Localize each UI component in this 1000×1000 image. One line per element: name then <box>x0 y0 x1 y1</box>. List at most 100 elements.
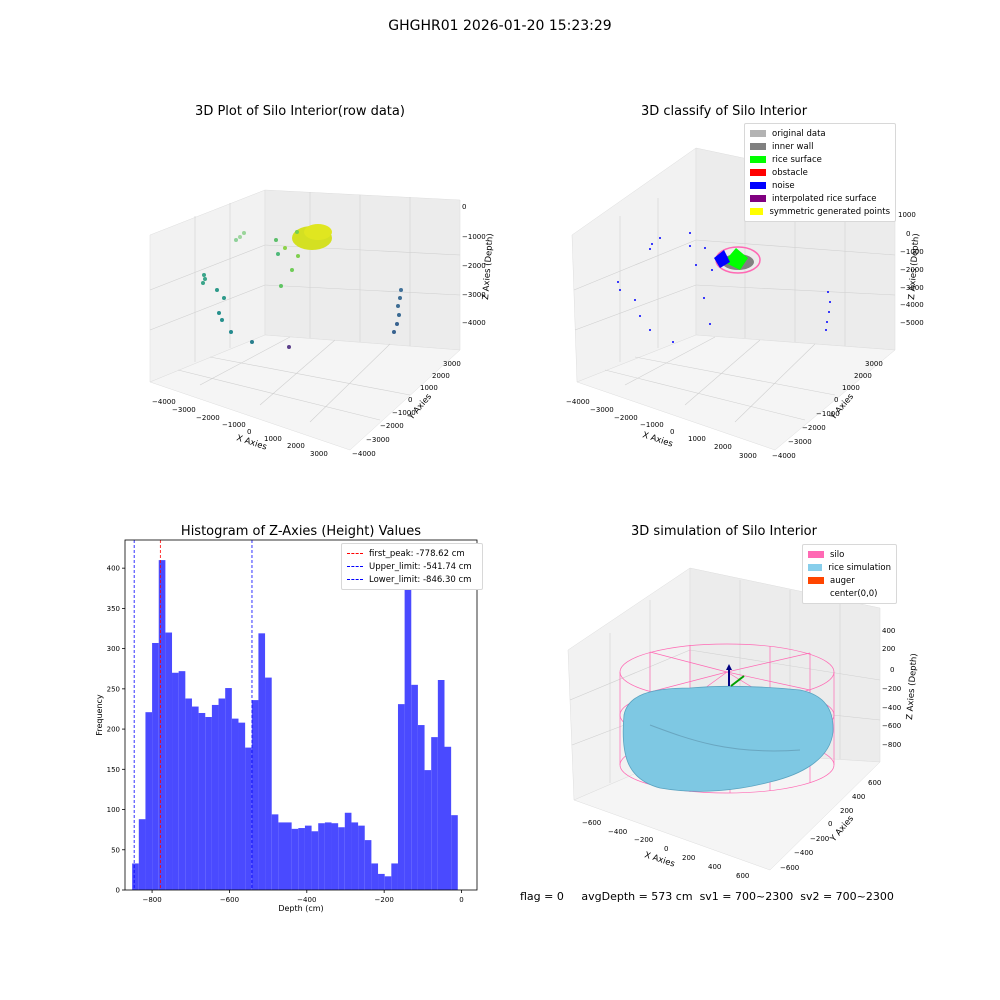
legend-item: Lower_limit: -846.30 cm <box>347 573 477 586</box>
legend-swatch <box>750 195 766 202</box>
histogram-xtick-label: −600 <box>220 896 239 904</box>
raw-ytick: 3000 <box>443 360 461 368</box>
histogram-ytick-label: 400 <box>107 565 120 573</box>
histogram-bar <box>225 688 232 890</box>
classify-ztick: −4000 <box>900 301 924 309</box>
histogram-bar <box>311 831 319 890</box>
legend-line <box>347 566 363 567</box>
histogram-bar <box>417 725 425 890</box>
raw-3d-plot: 0 −1000 −2000 −3000 −4000 −4000 −3000 −2… <box>149 189 496 458</box>
histogram-xticks: −800 −600 −400 −200 0 <box>142 890 464 904</box>
histogram-ytick-label: 300 <box>107 645 120 653</box>
histogram-bar <box>384 876 392 890</box>
histogram-bar <box>245 747 252 890</box>
simulation-3d-plot: 400 200 0 −200 −400 −600 −800 −600 −400 … <box>567 567 920 880</box>
classify-ytick: −2000 <box>802 424 826 432</box>
simulation-ytick: −400 <box>794 849 813 857</box>
legend-item: original data <box>750 127 890 140</box>
simulation-ztick: 400 <box>882 627 895 635</box>
raw-ytick: −4000 <box>352 450 376 458</box>
histogram-bar <box>178 671 186 890</box>
legend-swatch <box>750 182 766 189</box>
simulation-xlabel: X Axies <box>643 850 676 869</box>
classify-ytick: 1000 <box>842 384 860 392</box>
histogram-legend: first_peak: -778.62 cm Upper_limit: -541… <box>341 543 483 590</box>
classify-ztick: −1000 <box>900 248 924 256</box>
histogram-bar <box>318 823 325 890</box>
histogram-ytick-label: 50 <box>111 846 120 854</box>
histogram-bar <box>251 700 259 890</box>
histogram-bar <box>444 746 452 890</box>
raw-ztick: −4000 <box>462 319 486 327</box>
histogram-bar <box>211 704 219 890</box>
histogram-bar <box>191 706 199 890</box>
simulation-xtick: 200 <box>682 854 695 862</box>
classify-ztick: 1000 <box>898 211 916 219</box>
classify-ztick: −5000 <box>900 319 924 327</box>
histogram-bar <box>397 704 405 890</box>
raw-xtick: −4000 <box>152 398 176 406</box>
classify-zlabel: Z Axies (Depth) <box>907 233 922 300</box>
legend-item: silo <box>808 548 891 561</box>
raw-xtick: 3000 <box>310 450 328 458</box>
histogram-bar <box>158 560 166 890</box>
legend-item: rice surface <box>750 153 890 166</box>
classify-ytick: 0 <box>834 396 838 404</box>
simulation-ytick: 0 <box>828 820 832 828</box>
histogram-bar <box>145 712 153 890</box>
histogram-bar <box>378 873 385 890</box>
simulation-ztick: 200 <box>882 645 895 653</box>
classify-ytick: 2000 <box>854 372 872 380</box>
classify-legend: original data inner wall rice surface ob… <box>744 123 896 222</box>
histogram-bar <box>165 632 173 890</box>
simulation-xtick: 400 <box>708 863 721 871</box>
histogram-bar <box>451 815 458 890</box>
histogram-bar <box>324 822 332 890</box>
raw-ztick: 0 <box>462 203 466 211</box>
legend-swatch <box>750 169 766 176</box>
simulation-ztick: −800 <box>882 741 901 749</box>
raw-xtick: 0 <box>247 428 251 436</box>
histogram-bar <box>198 712 206 890</box>
simulation-ylabel: Y Axies <box>828 814 856 845</box>
histogram-ytick-label: 200 <box>107 726 120 734</box>
histogram-bar <box>424 770 432 890</box>
legend-line <box>347 553 363 554</box>
simulation-ytick: −600 <box>780 864 799 872</box>
simulation-legend: silo rice simulation auger center(0,0) <box>802 544 897 604</box>
status-footer: flag = 0 avgDepth = 573 cm sv1 = 700~230… <box>520 890 894 903</box>
legend-item: noise <box>750 179 890 192</box>
histogram-vlines <box>133 540 253 890</box>
legend-swatch <box>808 564 823 571</box>
histogram-bar <box>152 642 159 890</box>
raw-plot-title: 3D Plot of Silo Interior(row data) <box>195 104 405 119</box>
histogram-xtick-label: 0 <box>459 896 463 904</box>
histogram-bar <box>331 823 339 890</box>
histogram-bar <box>344 812 352 890</box>
classify-ztick: 0 <box>906 230 910 238</box>
legend-item: first_peak: -778.62 cm <box>347 547 477 560</box>
legend-line <box>347 579 363 580</box>
legend-item: symmetric generated points <box>750 205 890 218</box>
histogram-bar <box>411 684 418 890</box>
histogram-bar <box>391 863 398 890</box>
simulation-ztick: −600 <box>882 722 901 730</box>
rice-simulation-surface <box>622 685 834 792</box>
histogram-bars <box>132 560 458 890</box>
classify-plot-title: 3D classify of Silo Interior <box>640 104 808 119</box>
histogram-bar <box>218 698 226 890</box>
simulation-ztick: −400 <box>882 704 901 712</box>
legend-item: Upper_limit: -541.74 cm <box>347 560 477 573</box>
simulation-ytick: 400 <box>852 793 865 801</box>
histogram-bar <box>358 825 365 890</box>
classify-ytick: −3000 <box>788 438 812 446</box>
simulation-ytick: 200 <box>840 807 853 815</box>
histogram-bar <box>258 633 266 890</box>
raw-ztick: −2000 <box>462 262 486 270</box>
simulation-xtick: −400 <box>608 828 627 836</box>
histogram-yticks: 0 50 100 150 200 250 300 350 400 <box>107 565 125 895</box>
classify-ytick: 3000 <box>865 360 883 368</box>
histogram-bar <box>185 698 192 890</box>
simulation-plot-title: 3D simulation of Silo Interior <box>631 524 817 539</box>
raw-ytick: −1000 <box>392 409 416 417</box>
